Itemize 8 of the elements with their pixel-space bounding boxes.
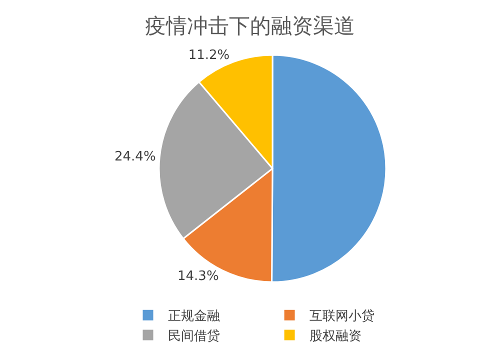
chart-title: 疫情冲击下的融资渠道 bbox=[145, 14, 355, 38]
data-label: 24.4% bbox=[114, 150, 156, 165]
legend-label: 互联网小贷 bbox=[310, 309, 375, 324]
data-label: 11.2% bbox=[188, 48, 230, 63]
legend-label: 股权融资 bbox=[310, 329, 362, 344]
data-label: 14.3% bbox=[178, 268, 219, 284]
legend-label: 民间借贷 bbox=[168, 329, 220, 344]
legend-label: 正规金融 bbox=[168, 309, 220, 324]
